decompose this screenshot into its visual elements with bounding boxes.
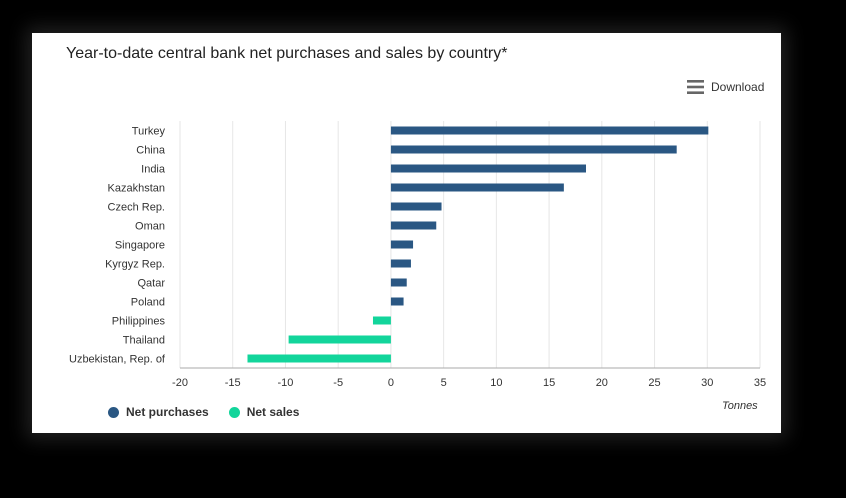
chart-legend: Net purchases Net sales	[108, 405, 319, 419]
bar-net-sales[interactable]	[288, 335, 391, 344]
y-category-label: Czech Rep.	[108, 202, 165, 214]
x-tick-label: 25	[648, 377, 660, 389]
legend-marker-net-sales	[228, 406, 240, 418]
y-category-label: Uzbekistan, Rep. of	[69, 354, 166, 366]
y-category-label: Poland	[131, 297, 165, 309]
bar-net-purchases[interactable]	[390, 278, 407, 287]
legend-label-net-sales: Net sales	[246, 405, 300, 419]
x-tick-label: 35	[754, 377, 766, 389]
x-tick-label: -5	[333, 377, 343, 389]
y-category-label: Kazakhstan	[108, 183, 165, 195]
x-tick-label: 20	[596, 377, 608, 389]
bar-chart: -20 -15 -10 -5 0 5 10 15 20 25 30 35 Turkey China Indi…	[69, 121, 766, 389]
chart-title: Year-to-date central bank net purchases …	[66, 45, 508, 62]
chart-card: Year-to-date central bank net purchases …	[32, 33, 781, 433]
x-tick-label: 15	[543, 377, 555, 389]
hamburger-menu-icon	[687, 80, 704, 94]
y-category-label: Kyrgyz Rep.	[105, 259, 165, 271]
download-button[interactable]: Download	[687, 79, 764, 95]
bar-net-purchases[interactable]	[390, 221, 437, 230]
y-category-label: Qatar	[137, 278, 165, 290]
bar-net-purchases[interactable]	[390, 145, 677, 154]
x-tick-label: -10	[278, 377, 294, 389]
y-category-label: Thailand	[123, 335, 165, 347]
bar-net-sales[interactable]	[372, 316, 391, 325]
y-category-label: India	[141, 164, 166, 176]
x-tick-label: -20	[172, 377, 188, 389]
download-label: Download	[711, 80, 765, 94]
bar-net-purchases[interactable]	[390, 202, 442, 211]
x-tick-label: 0	[388, 377, 394, 389]
y-category-label: China	[136, 145, 166, 157]
y-category-label: Singapore	[115, 240, 165, 252]
x-tick-label: 30	[701, 377, 713, 389]
y-category-label: Oman	[135, 221, 165, 233]
bar-net-purchases[interactable]	[390, 164, 586, 173]
x-tick-label: -15	[225, 377, 241, 389]
bar-net-purchases[interactable]	[390, 126, 709, 135]
x-tick-label: 5	[441, 377, 447, 389]
legend-item-net-purchases[interactable]: Net purchases	[108, 405, 209, 419]
legend-marker-net-purchases	[108, 406, 119, 418]
bar-net-purchases[interactable]	[390, 240, 414, 249]
bar-net-purchases[interactable]	[390, 297, 404, 306]
x-axis-title: Tonnes	[722, 400, 758, 412]
legend-label-net-purchases: Net purchases	[126, 405, 209, 419]
y-category-label: Turkey	[132, 126, 166, 138]
bar-net-sales[interactable]	[247, 354, 391, 363]
bar-net-purchases[interactable]	[390, 183, 564, 192]
x-tick-label: 10	[490, 377, 502, 389]
y-category-label: Philippines	[112, 316, 166, 328]
legend-item-net-sales[interactable]: Net sales	[228, 405, 300, 419]
bar-net-purchases[interactable]	[390, 259, 411, 268]
